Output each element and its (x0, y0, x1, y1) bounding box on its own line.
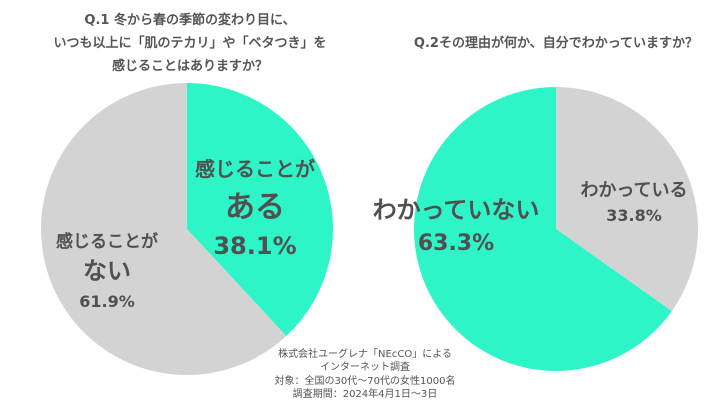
q2-wakatteiru-value: 33.8% (606, 206, 662, 225)
source-line-2: インターネット調査 (320, 360, 410, 373)
q1-slice-nai (41, 83, 287, 375)
source-line-3: 対象：全国の30代〜70代の女性1000名 (275, 374, 456, 387)
q1-title-line-3: 感じることはありますか？ (112, 58, 268, 74)
q1-aru-value: 38.1% (213, 232, 296, 260)
q1-title-line-1: Q.1 冬から春の季節の変わり目に、 (84, 12, 295, 28)
q2-slice-wakatteinai (413, 87, 672, 371)
q2-wakatteinai-value: 63.3% (418, 231, 494, 256)
q1-nai-value: 61.9% (79, 292, 135, 311)
q1-slice-aru (187, 83, 334, 337)
q1-title-line-2: いつも以上に「肌のテカリ」や「ベタつき」を (53, 35, 326, 51)
q1-pie (41, 83, 334, 375)
q2-pie (413, 87, 698, 371)
q1-nai-label-line-2: ない (83, 257, 131, 285)
q2-wakatteiru-label: わかっている (580, 180, 687, 201)
q1-aru-label-line-1: 感じることが (195, 157, 315, 181)
q1-nai-label-line-1: 感じることが (56, 231, 158, 252)
q2-title: Q.2その理由が何か、自分でわかっていますか？ (414, 35, 698, 51)
source-line-1: 株式会社ユーグレナ「NEcCO」による (278, 347, 452, 360)
q2-slice-wakatteiru (556, 87, 698, 312)
q1-aru-label-line-2: ある (225, 190, 285, 225)
q2-wakatteinai-label: わかっていない (373, 196, 540, 224)
source-line-4: 調査期間：2024年4月1日〜3日 (293, 387, 438, 400)
